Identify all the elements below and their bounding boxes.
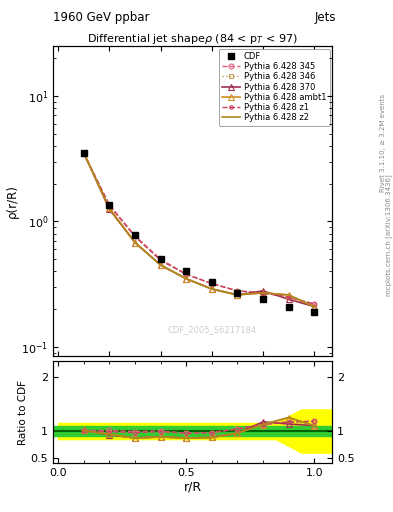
Pythia 6.428 z1 [184,271,189,278]
Pythia 6.428 346 [158,258,163,264]
Pythia 6.428 370 [132,240,137,246]
Pythia 6.428 ambt1 [184,275,189,282]
Pythia 6.428 z1 [261,290,265,296]
Pythia 6.428 z1 [81,150,86,156]
Text: mcplots.cern.ch [arXiv:1306.3436]: mcplots.cern.ch [arXiv:1306.3436] [386,175,393,296]
Title: Differential jet shape$\rho$ (84 < p$_T$ < 97): Differential jet shape$\rho$ (84 < p$_T$… [87,32,298,46]
Legend: CDF, Pythia 6.428 345, Pythia 6.428 346, Pythia 6.428 370, Pythia 6.428 ambt1, P: CDF, Pythia 6.428 345, Pythia 6.428 346,… [219,49,330,126]
X-axis label: r/R: r/R [184,481,202,494]
Pythia 6.428 ambt1 [81,150,86,156]
Pythia 6.428 ambt1 [158,262,163,268]
Pythia 6.428 370 [158,262,163,268]
Pythia 6.428 346 [132,233,137,240]
Pythia 6.428 345 [81,150,86,156]
Pythia 6.428 345 [107,202,112,208]
Pythia 6.428 346 [107,202,112,208]
Pythia 6.428 z1 [158,258,163,264]
Y-axis label: Ratio to CDF: Ratio to CDF [18,380,28,444]
Pythia 6.428 370 [81,150,86,156]
Pythia 6.428 370 [235,292,240,298]
Pythia 6.428 345 [158,256,163,262]
Pythia 6.428 ambt1 [261,290,265,296]
Pythia 6.428 z1 [132,233,137,240]
Pythia 6.428 z2 [184,275,189,282]
CDF [261,296,265,303]
CDF [107,202,112,208]
Pythia 6.428 ambt1 [286,292,291,298]
Pythia 6.428 346 [286,294,291,300]
Pythia 6.428 z2 [107,205,112,211]
Pythia 6.428 z2 [312,304,316,310]
Text: 1960 GeV ppbar: 1960 GeV ppbar [53,11,150,24]
Pythia 6.428 345 [209,281,214,287]
Pythia 6.428 z1 [286,294,291,300]
Line: Pythia 6.428 z1: Pythia 6.428 z1 [82,152,316,306]
CDF [81,150,86,156]
Pythia 6.428 z2 [286,292,291,298]
CDF [312,309,316,315]
Pythia 6.428 370 [286,296,291,303]
Pythia 6.428 346 [81,150,86,156]
CDF [235,290,240,296]
Pythia 6.428 370 [209,286,214,292]
Pythia 6.428 ambt1 [235,292,240,298]
Pythia 6.428 370 [107,206,112,212]
Pythia 6.428 ambt1 [107,205,112,211]
Text: Jets: Jets [314,11,336,24]
Line: Pythia 6.428 z2: Pythia 6.428 z2 [84,153,314,307]
Pythia 6.428 z2 [132,240,137,246]
Text: CDF_2005_S6217184: CDF_2005_S6217184 [167,325,257,334]
Pythia 6.428 370 [312,304,316,310]
Pythia 6.428 z2 [209,286,214,292]
CDF [184,268,189,274]
Pythia 6.428 ambt1 [209,286,214,292]
Pythia 6.428 345 [261,290,265,296]
Pythia 6.428 z2 [158,262,163,268]
Pythia 6.428 345 [184,271,189,278]
Pythia 6.428 370 [261,288,265,294]
Pythia 6.428 z1 [107,202,112,208]
Pythia 6.428 346 [312,304,316,310]
Pythia 6.428 370 [184,275,189,282]
CDF [158,256,163,262]
Pythia 6.428 z1 [209,281,214,287]
Pythia 6.428 346 [209,281,214,287]
Line: CDF: CDF [81,150,317,315]
Pythia 6.428 346 [261,290,265,296]
CDF [209,279,214,285]
Pythia 6.428 345 [132,232,137,239]
Pythia 6.428 346 [184,271,189,278]
Line: Pythia 6.428 345: Pythia 6.428 345 [81,151,317,307]
Pythia 6.428 ambt1 [132,240,137,246]
Pythia 6.428 z1 [312,301,316,307]
Pythia 6.428 z1 [235,288,240,294]
Pythia 6.428 ambt1 [312,304,316,310]
Line: Pythia 6.428 346: Pythia 6.428 346 [81,151,317,309]
Line: Pythia 6.428 370: Pythia 6.428 370 [81,150,317,310]
Text: Rivet 3.1.10, ≥ 3.2M events: Rivet 3.1.10, ≥ 3.2M events [380,94,386,193]
Pythia 6.428 345 [312,301,316,307]
CDF [132,232,137,238]
Pythia 6.428 z2 [81,150,86,156]
Pythia 6.428 z2 [261,290,265,296]
Pythia 6.428 346 [235,288,240,294]
Y-axis label: ρ(r/R): ρ(r/R) [6,184,18,218]
CDF [286,304,291,310]
Line: Pythia 6.428 ambt1: Pythia 6.428 ambt1 [81,150,317,310]
Pythia 6.428 345 [286,294,291,300]
Pythia 6.428 345 [235,288,240,294]
Pythia 6.428 z2 [235,292,240,298]
